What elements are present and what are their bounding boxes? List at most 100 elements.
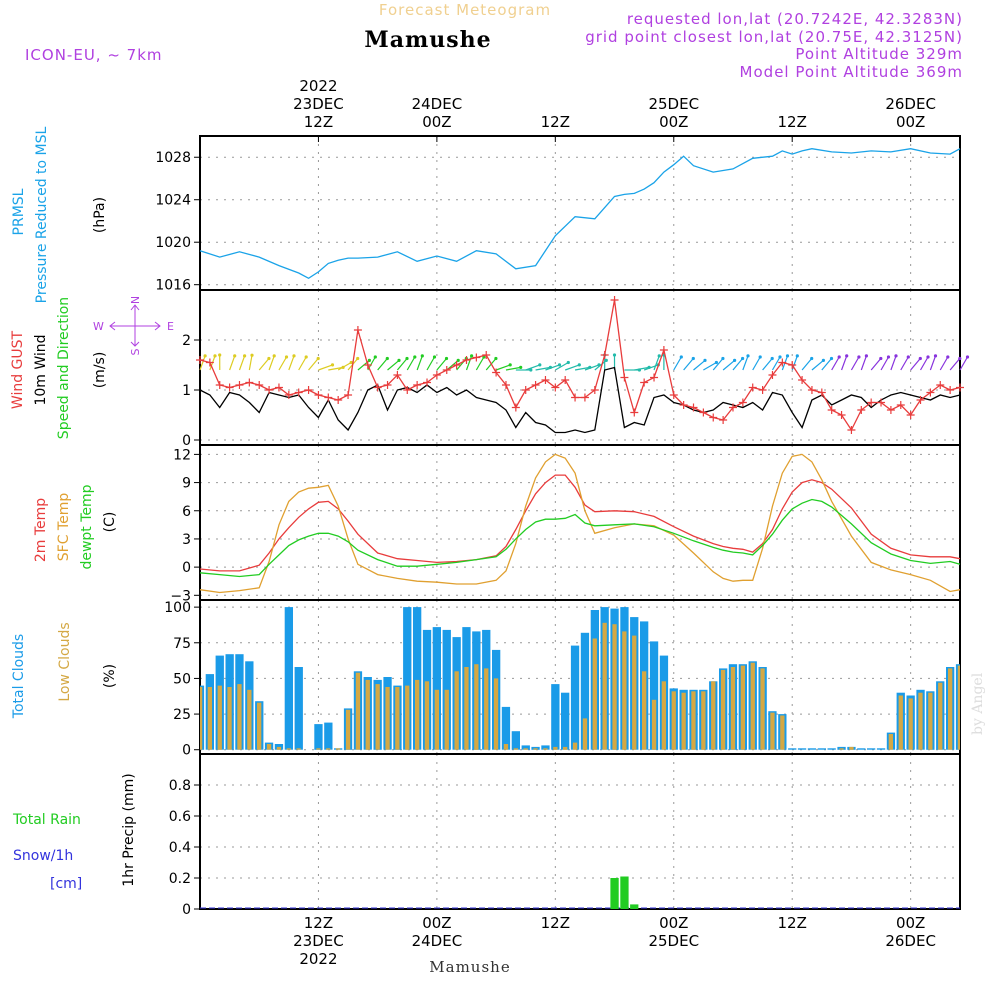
gust-marker xyxy=(748,383,757,392)
panel-frame xyxy=(199,599,961,755)
gust-marker xyxy=(393,371,402,379)
gust-marker xyxy=(571,393,580,402)
gust-marker xyxy=(877,398,886,407)
wind-barb xyxy=(545,364,560,371)
compass-n: N xyxy=(129,296,142,304)
low-cloud-bar xyxy=(336,748,341,750)
gust-marker xyxy=(630,408,639,417)
gust-marker xyxy=(926,388,935,397)
wind-barb-head xyxy=(770,356,774,361)
gust-marker xyxy=(245,378,254,387)
low-cloud-bar xyxy=(326,748,331,750)
wind-barb xyxy=(840,355,848,371)
wind-barb-head xyxy=(785,354,790,358)
wind-barb-head xyxy=(864,354,869,358)
low-cloud-bar xyxy=(355,672,361,750)
low-cloud-bar xyxy=(200,687,203,750)
low-cloud-bar xyxy=(918,692,923,750)
wind-barb-head xyxy=(946,355,950,359)
wind-barb-head xyxy=(886,355,891,359)
low-clouds-label: Low Clouds xyxy=(57,622,73,701)
wind-barb-head xyxy=(810,356,814,361)
compass-e: E xyxy=(167,320,174,333)
low-cloud-bar xyxy=(444,689,449,750)
gust-marker xyxy=(768,371,777,379)
wind-barb xyxy=(387,359,400,371)
gust-marker xyxy=(531,381,540,389)
gust-marker xyxy=(758,386,767,394)
low-cloud-bar xyxy=(563,746,568,750)
gust-marker xyxy=(423,378,432,387)
gust-marker xyxy=(936,381,945,389)
gust-marker xyxy=(946,386,955,394)
temp-labels: 2m Temp SFC Temp dewpt Temp (C) xyxy=(33,484,118,569)
requested-coords: requested lon,lat (20.7242E, 42.3283N) xyxy=(627,10,963,28)
total-cloud-bar xyxy=(857,748,866,750)
wind-barb xyxy=(850,356,860,371)
wind-barb xyxy=(939,356,949,371)
wind-barb-head xyxy=(519,365,523,369)
low-cloud-bar xyxy=(385,687,390,750)
gust-marker xyxy=(817,388,826,397)
gust-marker xyxy=(452,361,461,369)
panel-clouds: 0 25 50 75 100 xyxy=(164,599,961,759)
total-rain-label: Total Rain xyxy=(12,812,81,828)
low-cloud-bar xyxy=(276,746,282,750)
bottom-time-label: 24DEC xyxy=(412,932,463,950)
wind-barb xyxy=(238,355,246,371)
y-tick-label: 0.8 xyxy=(169,778,191,794)
point-altitude: Point Altitude 329m xyxy=(795,45,963,63)
total-cloud-bar xyxy=(876,748,886,750)
wind-barb xyxy=(880,356,890,371)
wind-barb xyxy=(475,356,485,371)
gust-marker xyxy=(383,381,392,389)
y-tick-label: 1024 xyxy=(155,193,191,209)
wind-barb xyxy=(426,356,436,371)
low-cloud-bar xyxy=(484,668,489,750)
gust-marker xyxy=(709,413,718,422)
wind-speed-dir-label: Speed and Direction xyxy=(56,297,72,439)
wind-barb xyxy=(396,358,408,371)
gust-marker xyxy=(472,353,481,362)
wind-labels: Wind GUST 10m Wind Speed and Direction (… xyxy=(10,297,108,439)
wind-barb-head xyxy=(577,363,581,367)
low-cloud-bar xyxy=(247,689,252,750)
wind-barb xyxy=(900,356,909,371)
low-cloud-bar xyxy=(661,681,666,750)
gust-marker xyxy=(610,296,619,304)
wind-barb-head xyxy=(243,354,247,358)
bottom-time-label: 23DEC xyxy=(293,932,344,950)
bottom-time-label: 12Z xyxy=(541,914,570,932)
wind-barb-head xyxy=(272,354,276,358)
wind-barb xyxy=(811,359,824,371)
total-cloud-bar xyxy=(284,607,293,750)
total-cloud-bar xyxy=(324,722,333,750)
wind-barb-head xyxy=(508,363,512,367)
total-cloud-bar xyxy=(827,748,836,750)
wind-barb-head xyxy=(203,354,207,358)
y-tick-label: 50 xyxy=(173,671,191,687)
wind-barb xyxy=(337,361,352,371)
low-cloud-bar xyxy=(375,684,380,750)
low-cloud-bar xyxy=(938,682,943,750)
low-cloud-bar xyxy=(553,746,558,750)
gust-marker xyxy=(689,403,698,412)
wind-barb-head xyxy=(918,356,922,361)
chart-title: Forecast Meteogram xyxy=(379,1,551,19)
panel-frame xyxy=(199,444,961,601)
gust-marker xyxy=(225,383,234,392)
gust-marker xyxy=(798,376,807,384)
low-cloud-bar xyxy=(237,684,242,750)
gust-marker xyxy=(462,356,471,364)
low-cloud-bar xyxy=(671,691,676,750)
pressure-msl-label: Pressure Reduced to MSL xyxy=(34,126,50,303)
wind-barb-head xyxy=(714,360,719,365)
low-cloud-bar xyxy=(227,687,232,750)
low-cloud-bar xyxy=(760,668,765,750)
y-tick-label: 3 xyxy=(182,532,191,548)
wind-barb xyxy=(288,355,295,371)
gust-marker xyxy=(196,356,204,364)
gust-marker xyxy=(304,386,313,394)
gust-label: Wind GUST xyxy=(10,330,26,409)
wind-barb-head xyxy=(529,368,533,372)
